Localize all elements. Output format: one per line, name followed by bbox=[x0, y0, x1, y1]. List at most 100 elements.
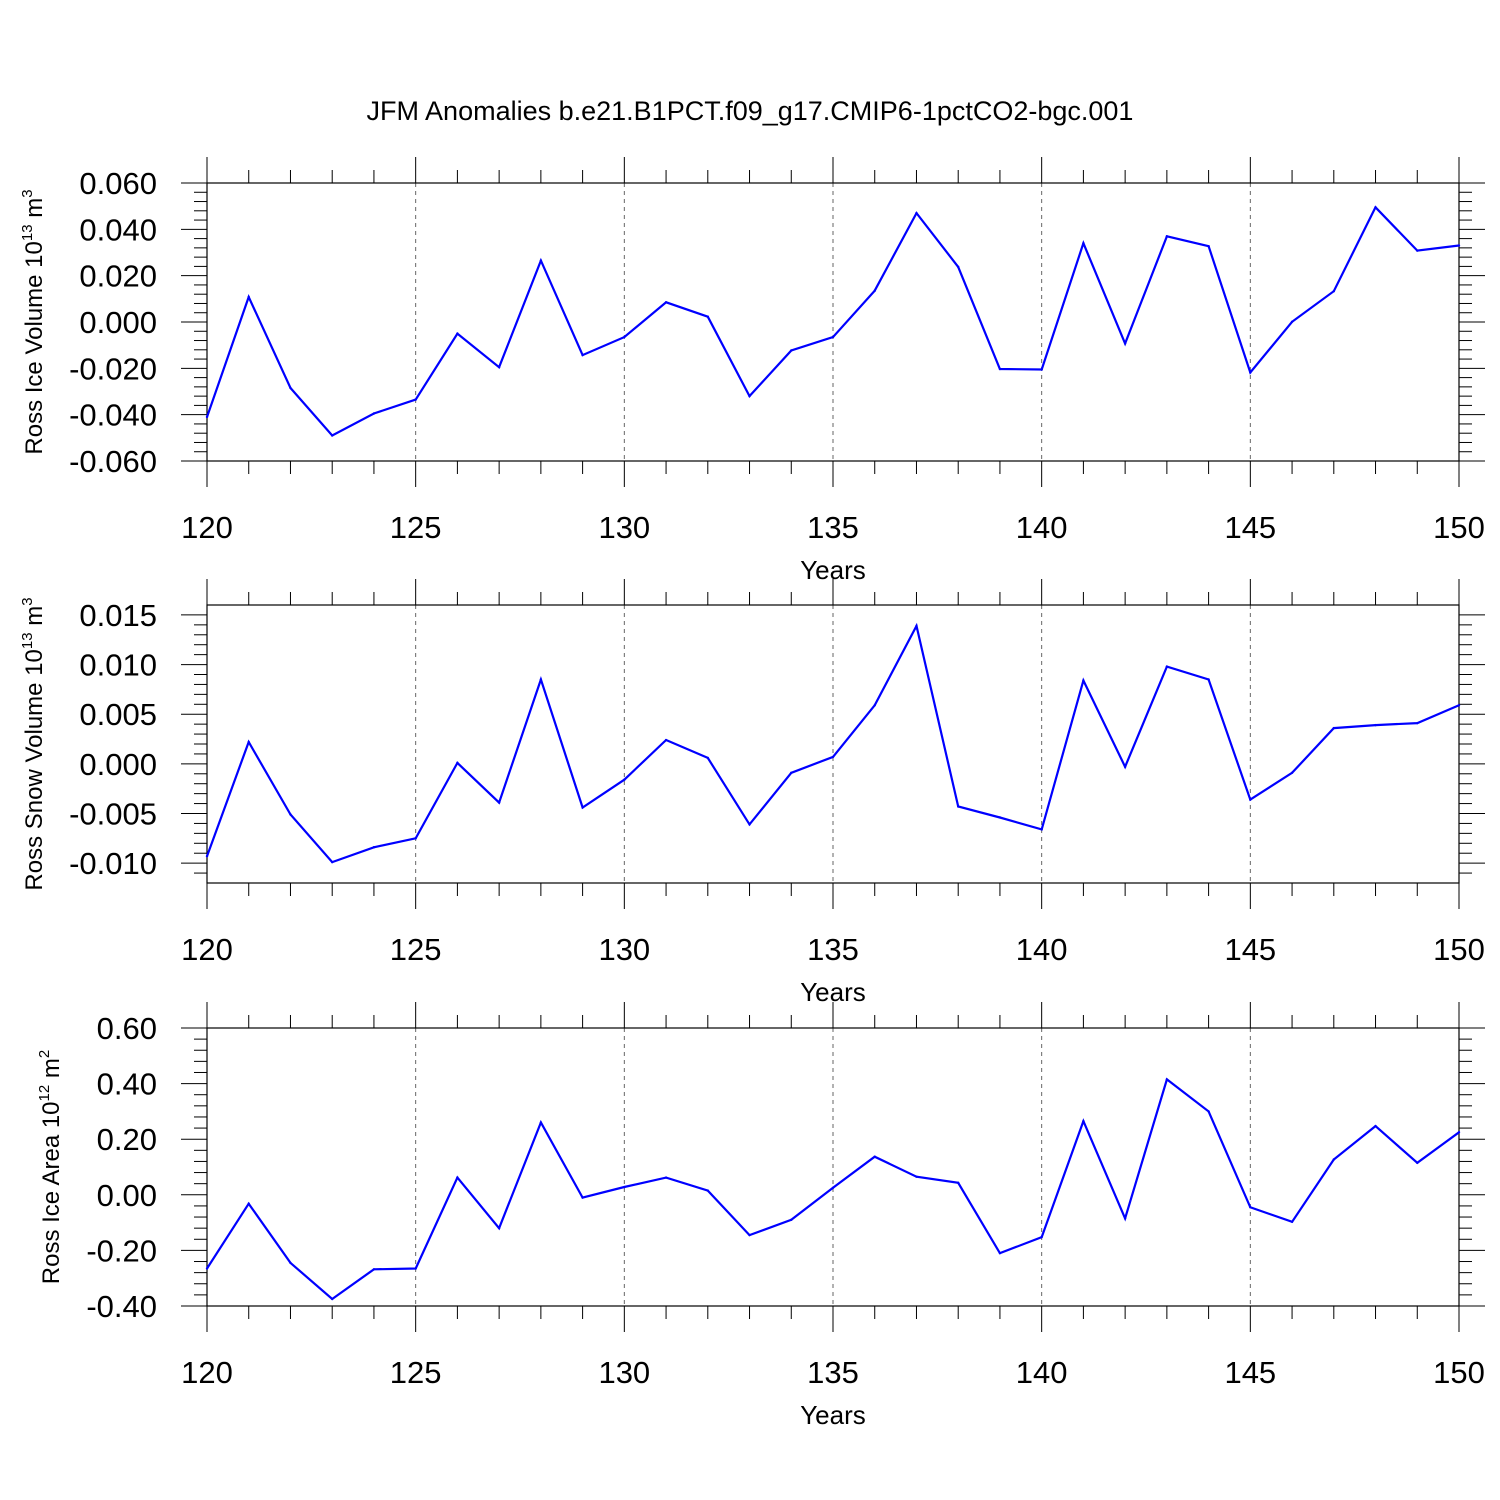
data-point bbox=[247, 1202, 250, 1205]
data-point bbox=[790, 771, 793, 774]
x-tick-label: 135 bbox=[807, 510, 859, 545]
data-point bbox=[1249, 798, 1252, 801]
data-point bbox=[1207, 1110, 1210, 1113]
data-point bbox=[205, 1267, 209, 1270]
data-point bbox=[247, 295, 250, 299]
data-point bbox=[706, 315, 709, 318]
data-point bbox=[1290, 771, 1294, 774]
data-point bbox=[497, 1226, 501, 1230]
x-tick-label: 150 bbox=[1433, 1355, 1485, 1390]
data-point bbox=[1040, 368, 1043, 371]
x-tick-label: 150 bbox=[1433, 510, 1485, 545]
data-point bbox=[581, 353, 584, 357]
y-tick-label: 0.040 bbox=[79, 212, 157, 247]
data-point bbox=[1374, 1124, 1377, 1128]
data-point bbox=[1416, 1161, 1419, 1165]
data-point bbox=[748, 823, 751, 826]
y-tick-label: -0.060 bbox=[69, 444, 157, 479]
data-point bbox=[1457, 244, 1461, 247]
data-point bbox=[1207, 245, 1210, 248]
data-point bbox=[414, 1267, 417, 1270]
data-point bbox=[1457, 1131, 1461, 1134]
y-axis-label: Ross Ice Area 1012 m2 bbox=[36, 1050, 65, 1284]
x-tick-label: 145 bbox=[1224, 1355, 1276, 1390]
data-point bbox=[1207, 678, 1210, 681]
data-point bbox=[873, 704, 876, 707]
chart-panel-1: -0.060 -0.040 -0.020 0.000 0.020 0.040 0.060 12… bbox=[19, 157, 1485, 585]
data-point bbox=[1165, 1078, 1169, 1081]
data-point bbox=[414, 398, 417, 401]
data-point bbox=[1457, 704, 1461, 707]
data-point bbox=[748, 1233, 751, 1237]
data-point bbox=[915, 1175, 918, 1178]
y-tick-label: 0.060 bbox=[79, 166, 157, 201]
data-point bbox=[998, 1251, 1002, 1255]
data-point bbox=[289, 386, 292, 390]
y-tick-label: -0.010 bbox=[69, 846, 157, 881]
data-point bbox=[247, 740, 250, 744]
y-tick-label: -0.005 bbox=[69, 797, 157, 832]
data-point bbox=[414, 837, 417, 840]
y-tick-label: -0.040 bbox=[69, 398, 157, 433]
data-point bbox=[915, 211, 918, 215]
data-point bbox=[915, 624, 918, 628]
x-tick-label: 150 bbox=[1433, 932, 1485, 967]
data-point bbox=[623, 778, 626, 781]
data-point bbox=[539, 259, 543, 262]
y-tick-label: 0.015 bbox=[79, 598, 157, 633]
data-point bbox=[289, 1261, 292, 1265]
y-tick-label: 0.000 bbox=[79, 305, 157, 340]
data-point bbox=[1082, 1119, 1085, 1123]
y-tick-label: 0.00 bbox=[97, 1178, 157, 1213]
x-tick-label: 120 bbox=[181, 932, 233, 967]
data-point bbox=[205, 415, 209, 419]
data-point bbox=[581, 1196, 584, 1199]
data-point bbox=[1123, 1217, 1127, 1220]
x-tick-label: 125 bbox=[390, 1355, 442, 1390]
data-point bbox=[998, 367, 1002, 371]
y-tick-label: 0.010 bbox=[79, 648, 157, 683]
x-tick-label: 130 bbox=[598, 510, 650, 545]
data-point bbox=[581, 806, 584, 809]
data-point bbox=[706, 1189, 709, 1192]
y-axis-label: Ross Ice Volume 1013 m3 bbox=[19, 189, 48, 454]
x-tick-label: 130 bbox=[598, 932, 650, 967]
data-point bbox=[1416, 249, 1419, 252]
y-tick-label: 0.40 bbox=[97, 1067, 157, 1102]
data-point bbox=[289, 813, 292, 816]
figure-title: JFM Anomalies b.e21.B1PCT.f09_g17.CMIP6-… bbox=[367, 96, 1134, 126]
y-tick-label: 0.005 bbox=[79, 697, 157, 732]
data-point bbox=[539, 1121, 543, 1124]
data-point bbox=[664, 301, 668, 304]
data-point bbox=[1332, 726, 1336, 730]
y-tick-label: 0.020 bbox=[79, 259, 157, 294]
data-point bbox=[957, 1181, 960, 1185]
data-point bbox=[1416, 721, 1419, 725]
y-tick-label: 0.20 bbox=[97, 1122, 157, 1157]
y-tick-label: -0.20 bbox=[86, 1233, 157, 1268]
data-point bbox=[1082, 679, 1085, 682]
x-tick-label: 130 bbox=[598, 1355, 650, 1390]
data-point bbox=[957, 265, 960, 269]
x-tick-label: 125 bbox=[390, 932, 442, 967]
x-tick-label: 135 bbox=[807, 1355, 859, 1390]
data-point bbox=[790, 349, 793, 352]
data-point bbox=[1374, 723, 1377, 727]
data-point bbox=[873, 1155, 876, 1158]
y-axis-label: Ross Snow Volume 1013 m3 bbox=[19, 597, 48, 890]
x-tick-label: 120 bbox=[181, 510, 233, 545]
chart-panel-3: -0.40 -0.20 0.00 0.20 0.40 0.60 120 125 130 135 14… bbox=[36, 1002, 1485, 1430]
data-point bbox=[831, 1186, 835, 1190]
x-tick-label: 140 bbox=[1016, 932, 1068, 967]
data-point bbox=[331, 1297, 334, 1301]
data-point bbox=[1290, 320, 1294, 323]
x-tick-label: 145 bbox=[1224, 510, 1276, 545]
data-point bbox=[456, 332, 459, 335]
x-tick-label: 135 bbox=[807, 932, 859, 967]
chart-panel-2: -0.010 -0.005 0.000 0.005 0.010 0.015 120 125 13… bbox=[19, 579, 1485, 1007]
x-tick-label: 125 bbox=[390, 510, 442, 545]
y-tick-label: 0.000 bbox=[79, 747, 157, 782]
data-point bbox=[372, 412, 376, 415]
data-point bbox=[1123, 765, 1127, 769]
data-point bbox=[1082, 242, 1085, 245]
